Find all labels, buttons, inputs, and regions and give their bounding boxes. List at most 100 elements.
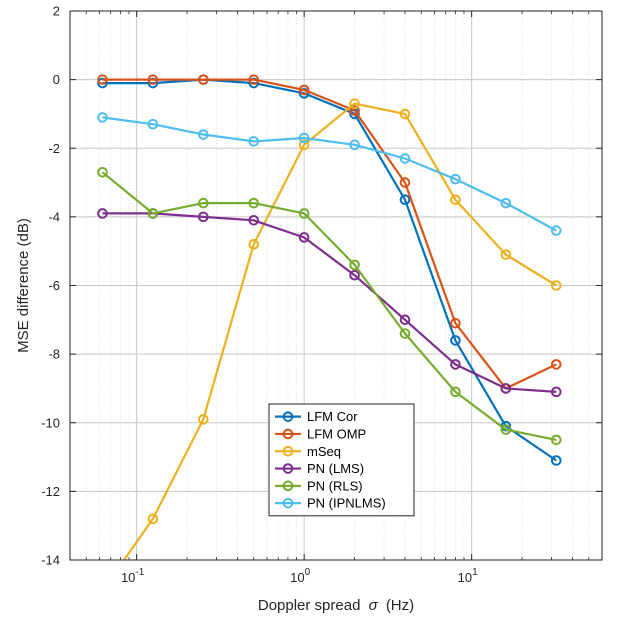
- data-point: [500, 383, 512, 394]
- data-point: [550, 455, 562, 466]
- legend-swatch-marker: [282, 445, 294, 457]
- legend-entry: LFM OMP: [307, 426, 366, 441]
- data-point: [198, 414, 209, 425]
- legend-swatch-marker: [282, 463, 294, 474]
- data-point: [399, 328, 411, 339]
- series-line: [122, 102, 557, 560]
- data-point: [500, 197, 512, 209]
- data-point: [298, 139, 310, 151]
- legend-entry: PN (RLS): [307, 478, 363, 493]
- legend-swatch-marker: [282, 497, 294, 509]
- data-point: [399, 177, 411, 188]
- y-tick-label: -6: [48, 278, 60, 293]
- series-5: [97, 112, 562, 236]
- data-point: [399, 194, 411, 206]
- legend: LFM Cor LFM OMP mSeq PN (LMS) PN (RLS) PN (IP…: [268, 403, 415, 517]
- y-tick-label: -10: [41, 415, 60, 430]
- x-axis-label-unit: (Hz): [386, 597, 414, 614]
- data-point: [349, 259, 360, 271]
- data-point: [97, 74, 108, 85]
- series-2: [98, 98, 562, 596]
- data-point: [97, 112, 108, 123]
- data-point: [399, 153, 411, 164]
- data-point: [399, 108, 411, 120]
- data-point: [248, 215, 260, 226]
- y-tick-label: -2: [48, 141, 60, 156]
- y-tick-label: -8: [48, 347, 60, 362]
- data-point: [399, 314, 411, 326]
- legend-entry: LFM Cor: [307, 409, 358, 424]
- y-tick-label: 2: [53, 4, 60, 19]
- data-point: [248, 239, 260, 250]
- y-tick-label: -4: [48, 209, 60, 224]
- data-point: [198, 197, 209, 209]
- data-point: [97, 208, 108, 219]
- data-point: [550, 280, 562, 291]
- data-point: [550, 434, 562, 446]
- legend-box: [268, 403, 415, 517]
- data-point: [248, 74, 260, 85]
- series-line: [102, 78, 557, 462]
- legend-swatch-marker: [282, 428, 294, 440]
- legend-swatch-marker: [282, 480, 294, 492]
- series-line: [101, 171, 557, 441]
- y-tick-label: -12: [41, 484, 60, 499]
- data-point: [298, 84, 310, 96]
- data-point: [450, 317, 461, 329]
- series-line: [102, 212, 557, 393]
- x-axis-label-main: Doppler spread: [258, 597, 361, 614]
- x-tick-base: 10: [290, 570, 304, 585]
- data-point: [298, 132, 310, 144]
- data-point: [500, 424, 512, 435]
- series-line: [102, 78, 557, 390]
- data-point: [450, 173, 461, 185]
- data-point: [248, 197, 260, 209]
- series-layer: [97, 74, 562, 596]
- data-point: [349, 269, 360, 281]
- x-tick-label: 10-1: [121, 567, 145, 585]
- x-axis-label: Doppler spread σ (Hz): [258, 597, 414, 614]
- y-tick-label: 0: [53, 72, 60, 87]
- data-point: [98, 587, 107, 596]
- y-tick-label: -14: [41, 553, 60, 568]
- x-tick-label: 101: [458, 567, 478, 585]
- data-point: [198, 129, 209, 140]
- data-point: [97, 77, 108, 89]
- data-point: [500, 249, 512, 260]
- data-point: [198, 74, 209, 85]
- data-point: [550, 359, 562, 370]
- data-point: [147, 118, 159, 130]
- x-tick-base: 10: [458, 570, 472, 585]
- data-point: [450, 335, 461, 346]
- data-point: [550, 386, 562, 398]
- data-point: [248, 136, 260, 147]
- x-tick-exponent: 1: [472, 567, 478, 578]
- data-point: [298, 232, 310, 243]
- data-point: [298, 208, 310, 219]
- data-point: [147, 513, 159, 525]
- y-axis-label: MSE difference (dB): [15, 218, 32, 353]
- legend-entry: PN (LMS): [307, 461, 364, 476]
- series-0: [97, 74, 562, 466]
- data-point: [97, 166, 108, 178]
- data-point: [147, 74, 159, 85]
- data-point: [450, 386, 461, 398]
- legend-entry: PN (IPNLMS): [307, 496, 386, 511]
- x-tick-exponent: -1: [135, 567, 144, 578]
- series-line: [102, 116, 557, 232]
- data-point: [349, 139, 360, 151]
- data-point: [198, 211, 209, 223]
- data-point: [450, 359, 461, 370]
- data-point: [450, 194, 461, 206]
- x-tick-base: 10: [121, 570, 135, 585]
- x-tick-exponent: 0: [305, 567, 311, 578]
- legend-entry: mSeq: [307, 444, 341, 459]
- data-point: [349, 98, 360, 109]
- data-point: [147, 208, 159, 219]
- x-tick-label: 100: [290, 567, 310, 585]
- x-axis-label-symbol: σ: [369, 597, 379, 614]
- series-4: [97, 166, 562, 446]
- legend-swatch-marker: [282, 411, 294, 422]
